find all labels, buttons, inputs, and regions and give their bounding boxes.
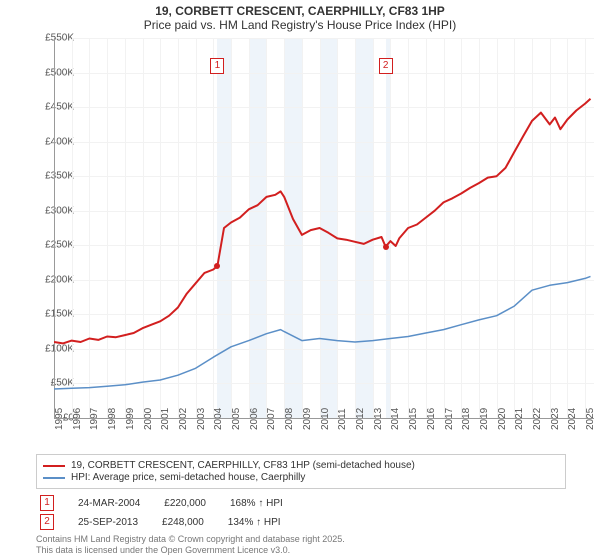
sale-row-2: 2 25-SEP-2013 £248,000 134% ↑ HPI — [40, 514, 566, 530]
sale-dot — [214, 263, 220, 269]
legend-label-series1: 19, CORBETT CRESCENT, CAERPHILLY, CF83 1… — [71, 460, 415, 471]
footer-attribution: Contains HM Land Registry data © Crown c… — [36, 534, 345, 556]
chart-subtitle: Price paid vs. HM Land Registry's House … — [0, 18, 600, 32]
chart-container: 19, CORBETT CRESCENT, CAERPHILLY, CF83 1… — [0, 0, 600, 560]
series-line — [54, 99, 591, 344]
sale-marker-box: 1 — [210, 58, 224, 74]
sale-marker-2: 2 — [40, 514, 54, 530]
plot-region: £0£50K£100K£150K£200K£250K£300K£350K£400… — [54, 38, 594, 418]
sale-marker-1: 1 — [40, 495, 54, 511]
legend-box: 19, CORBETT CRESCENT, CAERPHILLY, CF83 1… — [36, 454, 566, 489]
sale-price-2: £248,000 — [162, 517, 204, 528]
sale-vs-hpi-1: 168% ↑ HPI — [230, 498, 283, 509]
legend-swatch-series1 — [43, 465, 65, 467]
chart-title-address: 19, CORBETT CRESCENT, CAERPHILLY, CF83 1… — [0, 4, 600, 18]
sale-dot — [383, 244, 389, 250]
legend-area: 19, CORBETT CRESCENT, CAERPHILLY, CF83 1… — [36, 454, 566, 533]
sale-marker-box: 2 — [379, 58, 393, 74]
legend-swatch-series2 — [43, 477, 65, 479]
sale-vs-hpi-2: 134% ↑ HPI — [228, 517, 281, 528]
footer-line2: This data is licensed under the Open Gov… — [36, 545, 345, 556]
legend-row-series2: HPI: Average price, semi-detached house,… — [43, 472, 559, 483]
legend-row-series1: 19, CORBETT CRESCENT, CAERPHILLY, CF83 1… — [43, 460, 559, 471]
sale-date-2: 25-SEP-2013 — [78, 517, 138, 528]
footer-line1: Contains HM Land Registry data © Crown c… — [36, 534, 345, 545]
sale-price-1: £220,000 — [164, 498, 206, 509]
line-series-svg — [54, 38, 594, 418]
sale-date-1: 24-MAR-2004 — [78, 498, 140, 509]
sale-row-1: 1 24-MAR-2004 £220,000 168% ↑ HPI — [40, 495, 566, 511]
chart-area: £0£50K£100K£150K£200K£250K£300K£350K£400… — [30, 38, 600, 448]
title-block: 19, CORBETT CRESCENT, CAERPHILLY, CF83 1… — [0, 0, 600, 34]
legend-label-series2: HPI: Average price, semi-detached house,… — [71, 472, 305, 483]
